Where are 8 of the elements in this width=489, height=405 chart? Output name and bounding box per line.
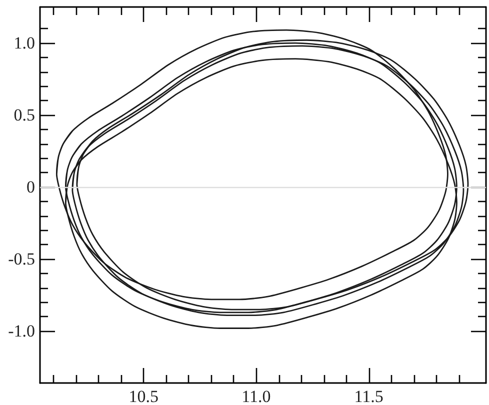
x-tick-label: 11.0	[242, 387, 271, 405]
y-tick-label: -0.5	[8, 250, 35, 269]
y-tick-label: 0	[26, 178, 35, 197]
y-tick-label: -1.0	[8, 322, 35, 341]
y-tick-label: 0.5	[14, 106, 35, 125]
x-tick-label: 10.5	[128, 387, 158, 405]
y-tick-label: 1.0	[14, 34, 35, 53]
x-tick-label: 11.5	[354, 387, 384, 405]
